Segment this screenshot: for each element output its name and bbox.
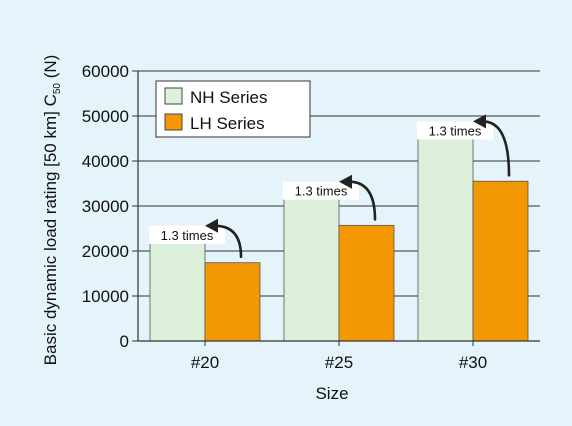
bar-lh-30 [472,180,529,342]
annotation-label: 1.3 times [429,123,482,138]
y-tick-label: 60000 [82,62,129,81]
x-axis-title: Size [315,384,348,403]
y-tick-label: 40000 [82,152,129,171]
legend-swatch-lh [164,113,183,131]
x-tick-label: #30 [459,353,487,372]
x-tick-label: #25 [325,353,353,372]
y-tick-label: 20000 [82,242,129,261]
bars [149,129,529,342]
legend-label-nh: NH Series [190,88,267,107]
y-tick-label: 50000 [82,107,129,126]
y-axis-title-main: Basic dynamic load rating [50 km] C [41,94,60,365]
annotation-label: 1.3 times [161,228,214,243]
annotation-arrowhead [473,114,486,129]
y-tick-label: 0 [120,332,129,351]
annotation-arrow [347,180,377,221]
y-axis-title-unit: (N) [41,55,60,83]
x-tick-label: #20 [191,353,219,372]
bar-lh-25 [338,224,395,342]
bar-nh-25 [283,190,340,342]
annotation-arrowhead [339,174,352,189]
annotation-label-bg [283,181,359,200]
annotation-label-bg [149,225,225,244]
annotation-arrow [213,224,243,258]
legend-label-lh: LH Series [190,114,265,133]
bar-lh-20 [204,262,261,342]
annotation-label: 1.3 times [295,184,348,199]
annotation-label-bg [417,121,493,140]
annotation-arrowhead [205,218,218,233]
annotations: 1.3 times 1.3 times 1.3 times [149,114,511,258]
y-axis-title-subscript: 50 [52,83,63,95]
y-tick-label: 10000 [82,287,129,306]
annotation-arrow [481,120,511,177]
legend: NH Series LH Series [155,80,311,138]
bar-nh-30 [417,129,474,342]
axes: 0 10000 20000 30000 40000 50000 60000 #20 #25 #30 [82,62,540,372]
y-tick-label: 30000 [82,197,129,216]
y-axis-title: Basic dynamic load rating [50 km] C50 (N… [41,55,63,366]
legend-swatch-nh [164,87,183,105]
bar-nh-20 [149,234,206,342]
